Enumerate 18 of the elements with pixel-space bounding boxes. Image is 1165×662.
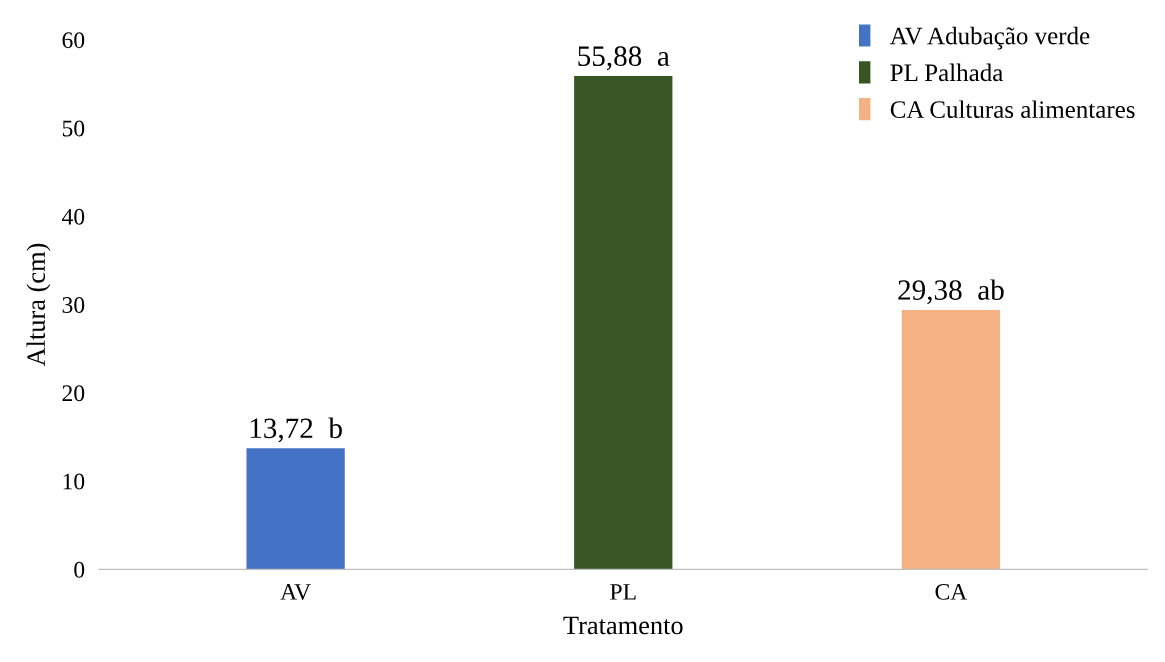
data-label: 29,38 ab [898, 279, 1004, 305]
legend-label: PL Palhada [890, 63, 1003, 82]
legend-label: AV Adubação verde [889, 26, 1090, 50]
data-label: 55,88 a [578, 46, 670, 71]
data-label: 13,72 b [250, 417, 342, 443]
x-tick-label: AV [280, 584, 311, 600]
x-tick-label: CA [935, 583, 968, 600]
y-axis-title: Altura (cm) [26, 243, 51, 367]
y-tick-label: 30 [62, 297, 85, 313]
x-tick-label: PL [610, 584, 636, 600]
y-tick-label: 40 [61, 208, 85, 225]
y-tick-label: 0 [74, 561, 85, 578]
y-tick-label: 50 [62, 120, 85, 137]
legend-label: CA Culturas alimentares [890, 100, 1135, 119]
y-tick-label: 10 [63, 473, 85, 490]
x-axis-title: Tratamento [563, 616, 683, 635]
y-tick-label: 20 [62, 385, 85, 402]
y-tick-label: 60 [62, 32, 85, 49]
